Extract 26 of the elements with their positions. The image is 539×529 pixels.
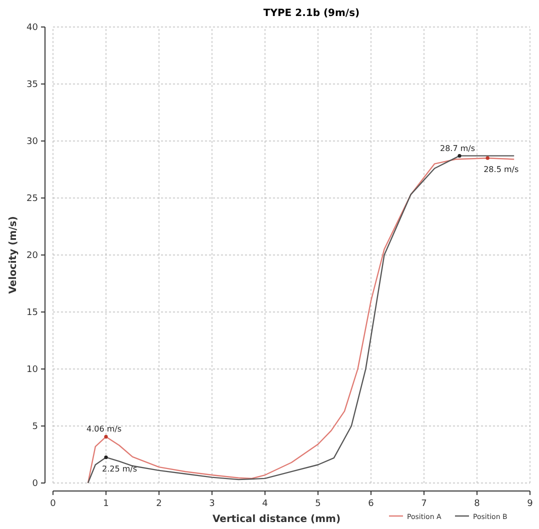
annotation: 28.5 m/s — [484, 165, 519, 174]
annotation: 4.06 m/s — [86, 424, 122, 434]
annotation: 2.25 m/s — [102, 464, 138, 474]
y-tick-label: 15 — [26, 308, 38, 318]
x-tick-label: 3 — [209, 499, 215, 509]
y-tick-label: 40 — [26, 23, 38, 34]
x-tick-label: 4 — [262, 499, 268, 509]
x-tick-label: 2 — [156, 499, 162, 509]
y-tick-label: 25 — [26, 194, 38, 204]
y-tick-label: 30 — [26, 137, 38, 148]
x-axis-title: Vertical distance (mm) — [212, 514, 341, 525]
x-tick-label: 9 — [527, 499, 534, 509]
chart-title: TYPE 2.1b (9m/s) — [263, 8, 360, 19]
x-tick-label: 8 — [474, 499, 480, 509]
y-tick-label: 0 — [32, 479, 38, 490]
y-tick-label: 5 — [32, 422, 38, 432]
x-tick-label: 1 — [103, 499, 109, 509]
y-axis-title: Velocity (m/s) — [8, 216, 19, 294]
y-tick-label: 20 — [26, 251, 38, 262]
x-tick-label: 6 — [368, 499, 374, 509]
y-tick-label: 10 — [26, 365, 38, 376]
y-tick-label: 35 — [26, 80, 38, 90]
x-tick-label: 0 — [50, 499, 56, 509]
annotation: 28.7 m/s — [440, 144, 476, 153]
x-tick-label: 5 — [315, 499, 321, 509]
x-tick-label: 7 — [421, 499, 427, 509]
